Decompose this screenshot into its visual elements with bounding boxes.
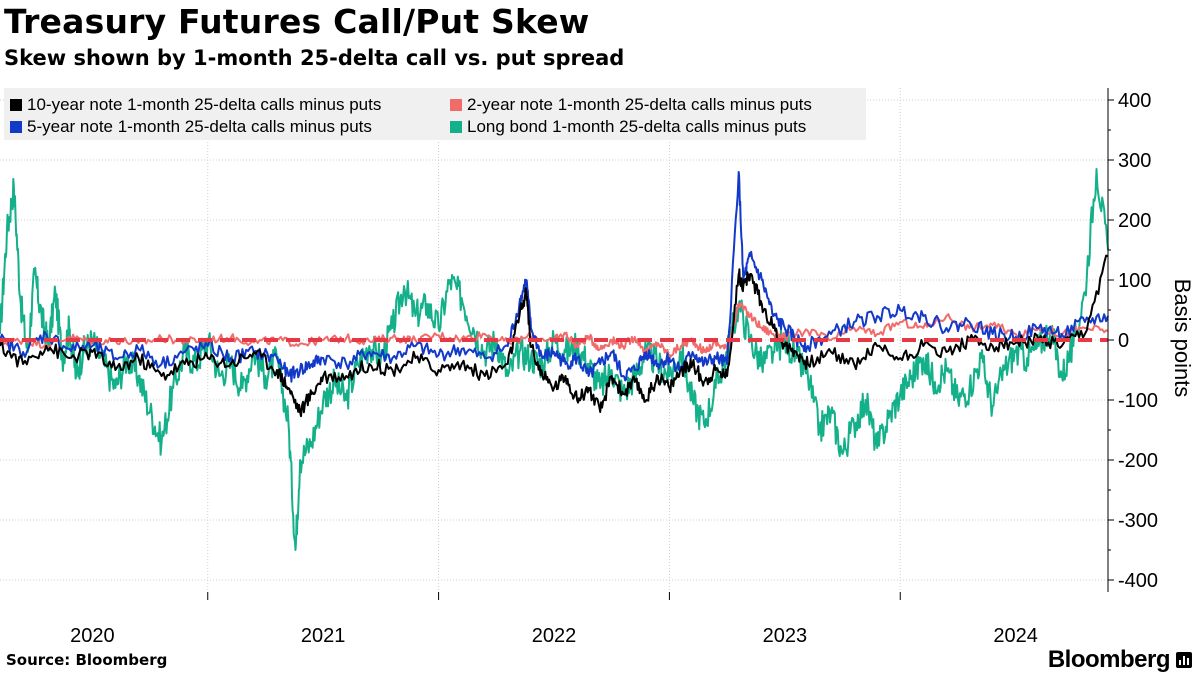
x-tick-label: 2023 xyxy=(763,625,808,647)
page-title: Treasury Futures Call/Put Skew xyxy=(4,2,590,41)
brand-wordmark: Bloomberg xyxy=(1047,646,1171,673)
source-note: Source: Bloomberg xyxy=(6,651,168,669)
legend-label: Long bond 1-month 25-delta calls minus p… xyxy=(467,117,806,136)
axis-layer: 400 300 200 100 0 -100 -200 -300 -400 2020 2021 202… xyxy=(70,88,1158,647)
series-line xyxy=(0,168,1109,551)
bloomberg-brand: Bloomberg xyxy=(1048,646,1192,674)
legend-label: 5-year note 1-month 25-delta calls minus… xyxy=(27,117,372,136)
x-tick-label: 2024 xyxy=(993,625,1038,647)
y-tick-label: -300 xyxy=(1118,510,1158,532)
legend-swatch xyxy=(450,99,462,111)
y-tick-label: 200 xyxy=(1118,210,1151,232)
series-line xyxy=(0,254,1109,418)
legend-label: 2-year note 1-month 25-delta calls minus… xyxy=(467,95,812,114)
bloomberg-logo-icon xyxy=(1176,652,1192,668)
legend-label: 10-year note 1-month 25-delta calls minu… xyxy=(27,95,381,114)
y-tick-label: -400 xyxy=(1118,570,1158,592)
y-tick-label: 0 xyxy=(1118,330,1129,352)
y-axis-label: Basis points xyxy=(1170,279,1195,398)
legend-swatch xyxy=(450,121,462,133)
y-tick-label: 400 xyxy=(1118,90,1151,112)
legend-swatch xyxy=(10,121,22,133)
legend-box xyxy=(4,88,866,140)
legend: 10-year note 1-month 25-delta calls minu… xyxy=(4,88,866,140)
series-layer xyxy=(0,168,1109,551)
y-tick-label: 100 xyxy=(1118,270,1151,292)
x-tick-label: 2021 xyxy=(301,625,346,647)
y-tick-label: -200 xyxy=(1118,450,1158,472)
page-subtitle: Skew shown by 1-month 25-delta call vs. … xyxy=(4,46,625,70)
y-tick-label: 300 xyxy=(1118,150,1151,172)
series-line xyxy=(0,171,1109,383)
y-tick-label: -100 xyxy=(1118,390,1158,412)
x-tick-label: 2022 xyxy=(532,625,577,647)
x-tick-label: 2020 xyxy=(70,625,115,647)
legend-swatch xyxy=(10,99,22,111)
